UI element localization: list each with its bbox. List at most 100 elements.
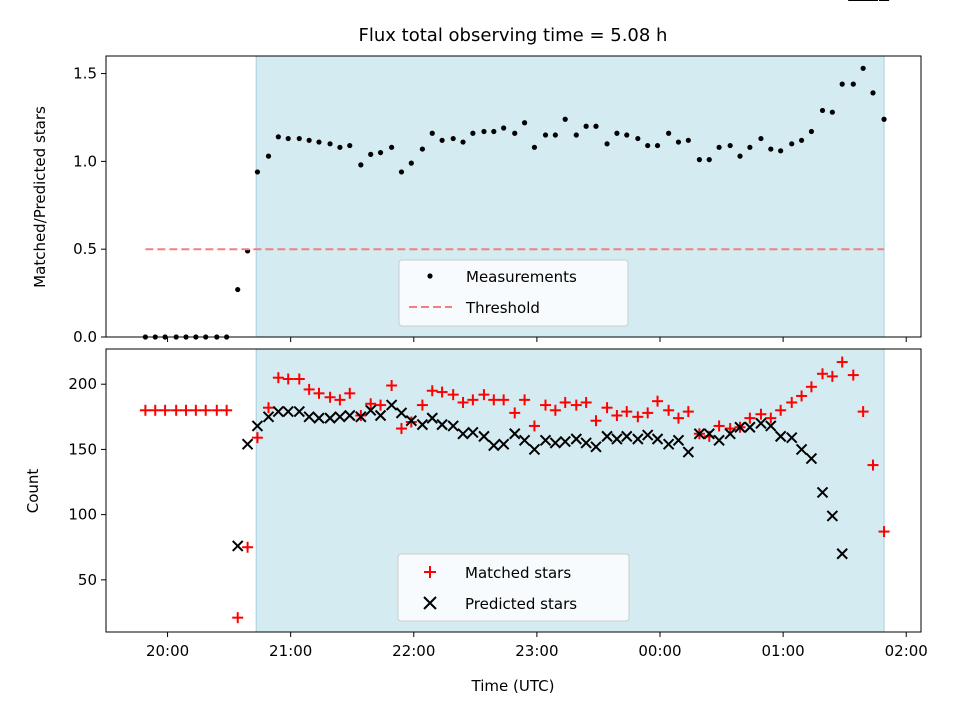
matched-stars-point xyxy=(170,404,182,416)
measurements-point xyxy=(654,142,661,149)
measurements-point xyxy=(419,146,425,152)
predicted-stars-point xyxy=(313,412,325,424)
counts-legend: Matched stars Predicted stars xyxy=(397,553,630,622)
predicted-stars-point xyxy=(364,404,377,417)
predicted-stars-point xyxy=(539,434,552,446)
measurements-point xyxy=(408,160,414,166)
matched-stars-point xyxy=(242,541,254,553)
predicted-stars-point xyxy=(795,443,808,456)
predicted-stars-point xyxy=(467,426,479,439)
matched-stars-point xyxy=(847,369,859,381)
predicted-stars-point xyxy=(549,437,562,449)
matched-stars-legend-marker xyxy=(424,566,436,578)
measurements-point xyxy=(521,120,528,126)
predicted-stars-point xyxy=(457,428,469,440)
matched-stars-point xyxy=(139,404,151,416)
predicted-stars-point xyxy=(672,434,685,446)
measurements-point xyxy=(377,149,384,156)
measurements-point xyxy=(531,144,538,150)
ratio-plot-layer xyxy=(142,65,887,340)
measurements-point xyxy=(675,139,682,145)
y-tick-label: 0.0 xyxy=(73,328,97,346)
threshold-legend-label: Threshold xyxy=(465,299,540,317)
matched-stars-point xyxy=(447,389,459,401)
measurements-point xyxy=(860,65,866,71)
x-tick-label: 01:00 xyxy=(761,642,804,660)
measurements-point xyxy=(265,153,272,159)
predicted-stars-point xyxy=(826,510,839,522)
predicted-stars-point xyxy=(774,430,787,443)
predicted-stars-point xyxy=(518,434,531,446)
matched-stars-point xyxy=(324,391,336,403)
measurements-point xyxy=(778,148,784,154)
predicted-stars-point xyxy=(282,405,294,418)
predicted-stars-point xyxy=(601,430,613,443)
chart-title: Flux total observing time = 5.08 h xyxy=(359,25,668,46)
matched-stars-point xyxy=(467,394,479,406)
measurements-point xyxy=(593,123,599,129)
matched-stars-point xyxy=(344,387,356,399)
measurements-point xyxy=(481,128,487,135)
matched-stars-point xyxy=(334,394,346,406)
predicted-stars-point xyxy=(703,428,715,440)
predicted-stars-point xyxy=(395,407,408,419)
predicted-stars-point xyxy=(755,417,767,430)
matched-stars-point xyxy=(436,386,448,398)
measurements-point xyxy=(604,141,610,147)
predicted-stars-point xyxy=(262,411,275,423)
measurements-point xyxy=(254,169,261,175)
matched-stars-point xyxy=(416,399,428,411)
predicted-stars-point xyxy=(765,420,777,432)
predicted-stars-point xyxy=(405,415,418,427)
matched-stars-point xyxy=(540,399,552,411)
measurements-point xyxy=(429,130,435,136)
matched-stars-point xyxy=(765,412,777,424)
matched-stars-point xyxy=(744,412,756,424)
matched-stars-point xyxy=(478,389,490,401)
matched-stars-point xyxy=(878,526,890,538)
measurements-point xyxy=(562,116,568,122)
measurements-point xyxy=(645,142,651,149)
predicted-stars-point xyxy=(528,443,541,456)
measurements-point xyxy=(808,128,815,135)
matched-stars-point xyxy=(786,396,798,408)
counts-x-ticks: 20:00 21:00 22:00 23:00 00:00 01:00 02:00 xyxy=(146,632,928,660)
predicted-stars-point xyxy=(303,411,315,423)
measurements-point xyxy=(716,144,722,150)
matched-stars-point xyxy=(519,394,531,406)
matched-stars-point xyxy=(682,406,694,418)
measurements-point xyxy=(512,130,518,136)
matched-stars-point xyxy=(601,402,613,414)
matched-stars-point xyxy=(663,404,675,416)
matched-stars-point xyxy=(755,408,767,420)
y-tick-label: 0.5 xyxy=(73,240,97,258)
predicted-stars-point xyxy=(836,548,848,560)
matched-stars-point xyxy=(796,390,808,402)
predicted-stars-point xyxy=(241,438,254,450)
measurements-point xyxy=(235,286,241,293)
predicted-stars-point xyxy=(324,412,336,424)
counts-plot-frame xyxy=(105,348,922,633)
measurements-point xyxy=(685,137,691,143)
matched-stars-point xyxy=(395,423,407,435)
predicted-stars-legend-marker xyxy=(423,596,437,610)
counts-y-axis-label: Count xyxy=(24,469,42,514)
measurements-point xyxy=(296,135,302,142)
ratio-y-ticks: 0.0 0.5 1.0 1.5 xyxy=(73,65,106,346)
ratio-legend-box xyxy=(398,259,629,327)
measurements-point xyxy=(583,123,589,129)
counts-y-ticks: 50 100 150 200 xyxy=(68,375,106,589)
matched-stars-point xyxy=(590,415,602,427)
matched-stars-point xyxy=(200,404,212,416)
predicted-stars-point xyxy=(693,428,706,440)
measurements-point xyxy=(358,162,364,168)
predicted-stars-point xyxy=(416,418,429,431)
measurements-point xyxy=(347,142,353,149)
predicted-stars-point xyxy=(570,433,582,445)
y-tick-label: 200 xyxy=(68,375,97,393)
measurements-point xyxy=(798,137,805,143)
ratio-x-ticks xyxy=(167,337,907,342)
matched-stars-point xyxy=(232,612,244,624)
measurements-point xyxy=(758,135,764,142)
